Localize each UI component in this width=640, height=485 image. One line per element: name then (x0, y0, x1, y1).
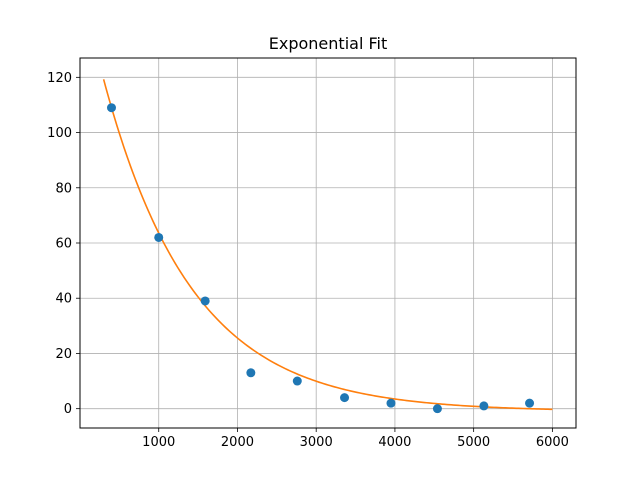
scatter-points-layer (106, 103, 535, 414)
y-tick-label: 80 (55, 181, 72, 196)
scatter-point (432, 404, 442, 414)
scatter-point (386, 398, 396, 408)
x-tick-label: 3000 (300, 435, 333, 450)
scatter-point (154, 232, 164, 242)
y-tick-label: 60 (55, 237, 72, 252)
x-tick-label: 1000 (142, 435, 175, 450)
grid (80, 58, 576, 428)
y-tick-label: 120 (47, 71, 72, 86)
scatter-point (106, 103, 116, 113)
x-tick-label: 4000 (378, 435, 411, 450)
scatter-point (479, 401, 489, 411)
x-tick-label: 5000 (457, 435, 490, 450)
y-tick-label: 100 (47, 126, 72, 141)
y-tick-label: 40 (55, 292, 72, 307)
fit-curve-layer (102, 79, 553, 411)
scatter-point (525, 398, 535, 408)
x-tick-label: 2000 (221, 435, 254, 450)
scatter-point (246, 368, 256, 378)
scatter-point (292, 376, 302, 386)
y-tick-label: 0 (64, 402, 72, 417)
scatter-point (200, 296, 210, 306)
axis-ticks: 1000 2000 3000 4000 5000 6000 0 20 40 60 80 100 120 (47, 71, 569, 450)
y-tick-label: 20 (55, 347, 72, 362)
scatter-point (340, 393, 350, 403)
x-tick-label: 6000 (536, 435, 569, 450)
chart-title: Exponential Fit (269, 34, 387, 53)
fit-curve (102, 79, 553, 411)
